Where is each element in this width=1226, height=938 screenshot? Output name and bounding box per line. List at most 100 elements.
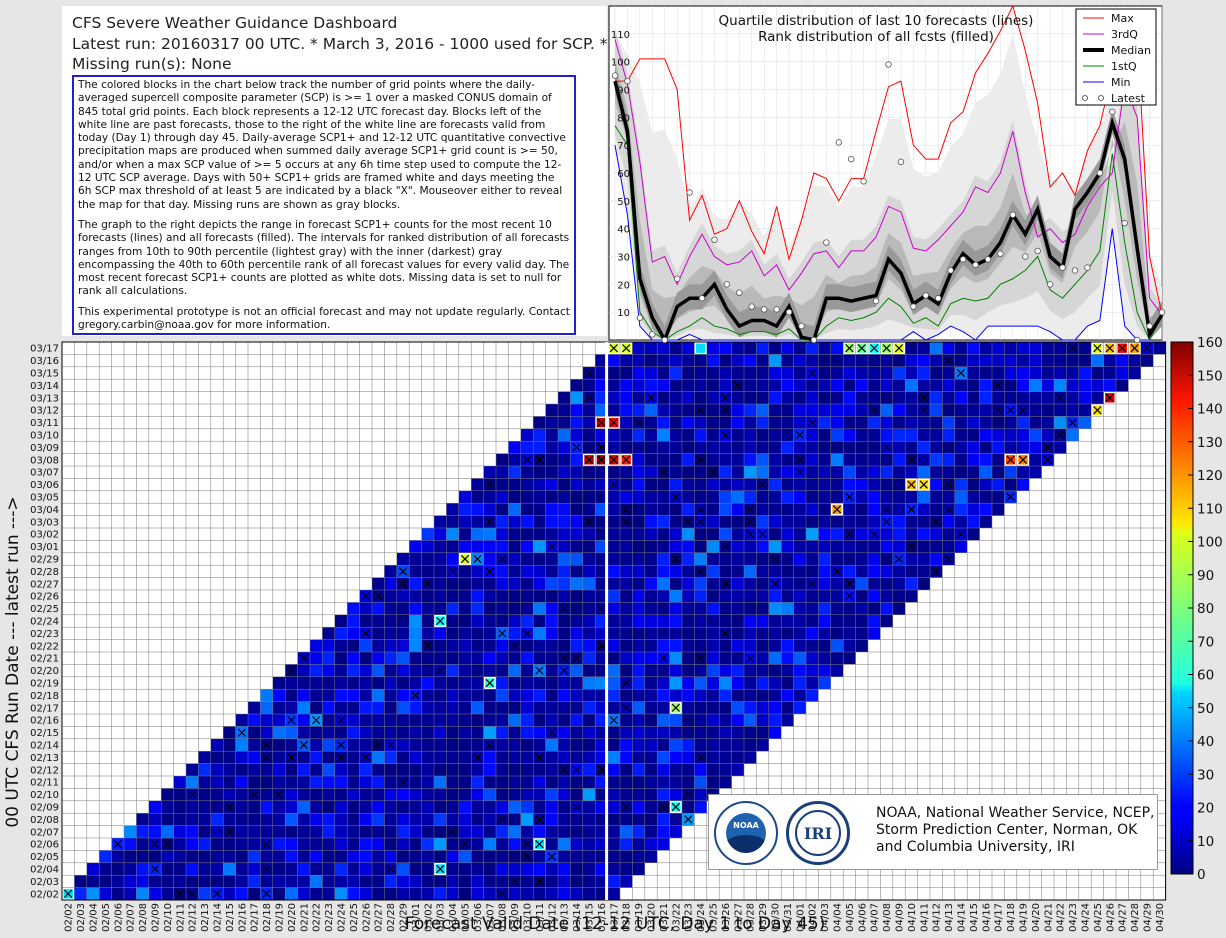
- x-tick-label: 04/09: [895, 903, 906, 932]
- heatmap-cell: [731, 602, 744, 615]
- x-tick-label: 03/22: [671, 903, 682, 932]
- heatmap-cell: [744, 590, 757, 603]
- heatmap-cell: [372, 887, 385, 900]
- colorbar-tick-label: 120: [1197, 468, 1223, 484]
- heatmap-cell: [409, 664, 422, 677]
- heatmap-cell: [607, 602, 620, 615]
- heatmap-cell: [582, 590, 596, 603]
- noaa-logo[interactable]: NOAA: [714, 801, 778, 865]
- heatmap-cell: [533, 850, 546, 863]
- heatmap-cell: [285, 887, 298, 900]
- heatmap-cell: [942, 366, 955, 380]
- heatmap-cell: [868, 627, 881, 640]
- heatmap-cell-x-mark: [436, 666, 445, 675]
- heatmap-cell: [917, 441, 930, 454]
- heatmap-cell-x-mark: [398, 579, 408, 588]
- heatmap-cell: [793, 676, 806, 690]
- heatmap-cell: [496, 652, 509, 665]
- heatmap-cell: [186, 875, 199, 888]
- heatmap-cell-x-mark: [262, 889, 271, 898]
- heatmap-cell: [161, 800, 174, 814]
- latest-forecast-dot: [624, 77, 631, 85]
- heatmap-cell: [558, 689, 571, 702]
- heatmap-cell: [892, 528, 906, 541]
- heatmap-cell: [396, 887, 410, 900]
- heatmap-cell-x-mark: [671, 554, 680, 564]
- heatmap-cell: [830, 664, 844, 677]
- heatmap-cell: [756, 366, 769, 380]
- heatmap-cell: [855, 354, 868, 367]
- heatmap-cell: [161, 887, 174, 900]
- heatmap-cell-x-mark: [609, 480, 618, 489]
- heatmap-cell-x-mark: [845, 530, 854, 539]
- x-tick-label: 02/02: [64, 903, 75, 932]
- heatmap-cell: [421, 540, 434, 553]
- heatmap-cell: [1016, 428, 1030, 442]
- latest-forecast-dot: [1071, 267, 1079, 274]
- heatmap-cell-x-mark: [460, 840, 470, 849]
- heatmap-cell: [409, 639, 422, 652]
- heatmap-cell-x-mark: [994, 406, 1003, 415]
- heatmap-cell: [434, 689, 447, 702]
- heatmap-cell: [434, 552, 447, 566]
- heatmap-cell: [694, 800, 707, 814]
- heatmap-cell-x-mark: [696, 455, 705, 464]
- heatmap-cell: [880, 428, 893, 442]
- heatmap-cell: [644, 354, 658, 367]
- latest-forecast-dot: [897, 158, 905, 166]
- heatmap-cell: [136, 838, 149, 851]
- heatmap-cell: [892, 515, 906, 528]
- latest-forecast-dot: [997, 250, 1004, 257]
- heatmap-cell: [694, 577, 707, 590]
- heatmap-cell: [719, 602, 732, 615]
- y-tick-label: 02/13: [30, 753, 59, 764]
- heatmap-cell: [372, 676, 385, 690]
- heatmap-cell: [533, 689, 546, 702]
- x-tick-label: 03/17: [609, 903, 620, 932]
- heatmap-cell: [669, 714, 682, 727]
- heatmap-cell-x-mark: [956, 530, 966, 539]
- heatmap-cell: [347, 813, 360, 826]
- heatmap-cell: [372, 788, 385, 801]
- heatmap-cell: [942, 379, 955, 392]
- heatmap-cell: [570, 825, 583, 838]
- heatmap-cell: [644, 441, 658, 454]
- heatmap-cell-x-mark: [758, 530, 767, 539]
- heatmap-cell: [359, 676, 372, 690]
- heatmap-cell: [967, 416, 980, 429]
- heatmap-cell-x-mark: [746, 530, 755, 539]
- heatmap-cell: [669, 825, 682, 838]
- heatmap-cell: [806, 490, 819, 504]
- heatmap-cell: [682, 366, 695, 380]
- heatmap-cell: [545, 689, 558, 702]
- iri-logo[interactable]: IRI: [786, 801, 850, 865]
- dashboard-header: CFS Severe Weather Guidance Dashboard La…: [62, 6, 608, 336]
- heatmap-cell: [372, 862, 385, 876]
- heatmap-cell: [285, 862, 298, 876]
- heatmap-cell-x-mark: [535, 877, 544, 886]
- legend-box: [1075, 8, 1157, 106]
- heatmap-cell: [582, 838, 596, 851]
- heatmap-cell: [942, 416, 955, 429]
- heatmap-cell: [570, 565, 583, 578]
- heatmap-cell: [570, 714, 583, 727]
- heatmap-cell: [607, 391, 620, 404]
- heatmap-cell: [669, 726, 682, 739]
- colorbar-tick-label: 100: [1197, 535, 1223, 551]
- heatmap-cell: [520, 428, 534, 442]
- heatmap-cell: [496, 875, 509, 888]
- heatmap-cell: [545, 466, 558, 479]
- heatmap-cell: [694, 726, 707, 739]
- heatmap-cell: [905, 590, 918, 603]
- heatmap-cell: [669, 664, 682, 677]
- heatmap-cell: [471, 813, 484, 826]
- heatmap-cell: [334, 800, 348, 814]
- heatmap-cell: [657, 379, 670, 392]
- heatmap-cell-x-mark: [808, 368, 817, 378]
- heatmap-cell: [322, 862, 335, 876]
- heatmap-cell: [744, 428, 757, 442]
- heatmap-cell: [272, 689, 286, 702]
- heatmap-cell: [533, 676, 546, 690]
- heatmap-cell: [520, 862, 534, 876]
- latest-forecast-dot: [798, 322, 805, 330]
